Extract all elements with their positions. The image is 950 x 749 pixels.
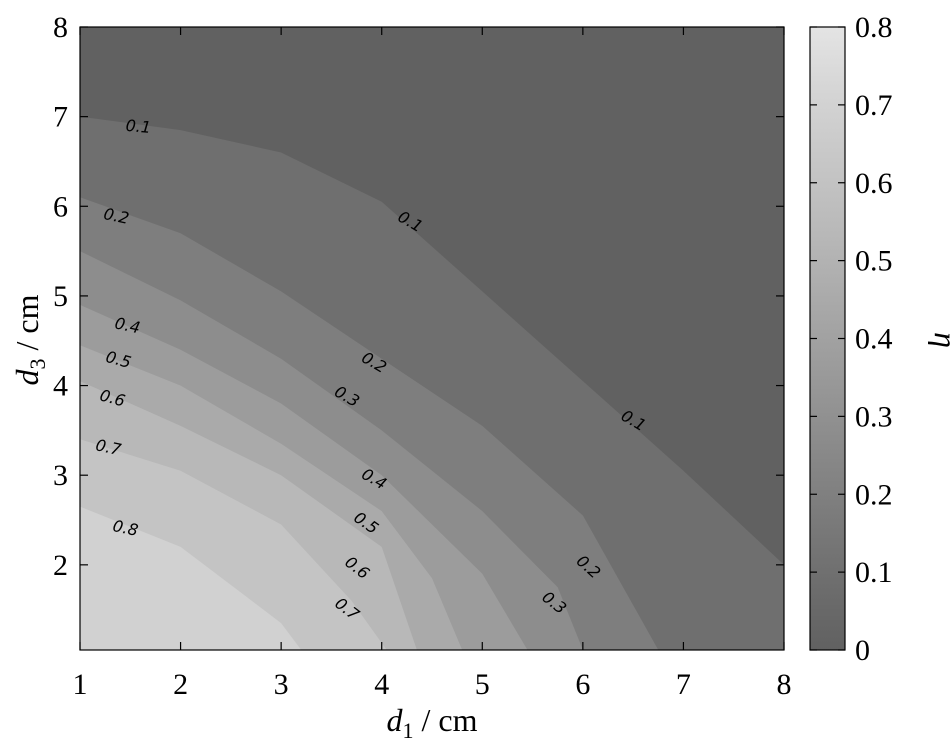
plot-frame	[79, 26, 785, 651]
x-axis-label-var: d	[387, 702, 404, 738]
colorbar-label: η	[928, 332, 950, 348]
plot-area: 0.10.10.10.20.20.20.30.30.40.40.50.50.60…	[80, 27, 784, 650]
x-tick-label: 3	[274, 668, 289, 701]
y-tick-label: 6	[53, 190, 68, 223]
colorbar-tick-label: 0.2	[855, 478, 893, 511]
x-axis-label-unit: / cm	[414, 702, 478, 738]
colorbar-tick-label: 0.7	[855, 89, 893, 122]
y-tick-label: 5	[53, 280, 68, 313]
x-axis-label-sub: 1	[403, 718, 414, 743]
y-tick-label: 4	[53, 370, 68, 403]
colorbar-tick-label: 0.8	[855, 11, 893, 44]
x-tick-label: 5	[475, 668, 490, 701]
contour-region-0.8	[80, 506, 302, 650]
y-axis-ticks: 2 3 4 5 6 7 8	[53, 11, 784, 582]
colorbar-ticks: 0 0.1 0.2 0.3 0.4 0.5 0.6 0.7 0.8	[810, 11, 893, 667]
y-axis-label-var: d	[9, 368, 45, 385]
contour-label-8: 0.4	[113, 313, 142, 337]
x-tick-label: 6	[575, 668, 590, 701]
contour-regions	[80, 116, 784, 650]
x-tick-label: 1	[73, 668, 88, 701]
colorbar-tick-label: 0.6	[855, 167, 893, 200]
colorbar: 0 0.1 0.2 0.3 0.4 0.5 0.6 0.7 0.8 η	[809, 11, 950, 667]
x-tick-label: 2	[173, 668, 188, 701]
colorbar-tick-label: 0.1	[855, 556, 893, 589]
y-tick-label: 8	[53, 11, 68, 44]
contour-label-0: 0.1	[125, 116, 152, 137]
y-axis-label-sub: 3	[25, 358, 50, 369]
x-tick-label: 7	[676, 668, 691, 701]
colorbar-tick-label: 0.4	[855, 323, 893, 356]
colorbar-tick-label: 0	[855, 634, 870, 667]
y-tick-label: 3	[53, 459, 68, 492]
y-axis-label: d3 / cm	[9, 294, 50, 385]
x-tick-label: 8	[777, 668, 792, 701]
colorbar-tick-label: 0.3	[855, 400, 893, 433]
x-axis-ticks: 1 2 3 4 5 6 7 8	[73, 27, 792, 701]
x-tick-label: 4	[374, 668, 389, 701]
contour-label-16: 0.8	[111, 516, 140, 540]
x-axis-label: d1 / cm	[387, 702, 478, 743]
y-tick-label: 7	[53, 101, 68, 134]
y-axis-label-unit: / cm	[9, 294, 45, 358]
y-tick-label: 2	[53, 549, 68, 582]
colorbar-tick-label: 0.5	[855, 245, 893, 278]
contour-label-3: 0.2	[102, 204, 131, 228]
